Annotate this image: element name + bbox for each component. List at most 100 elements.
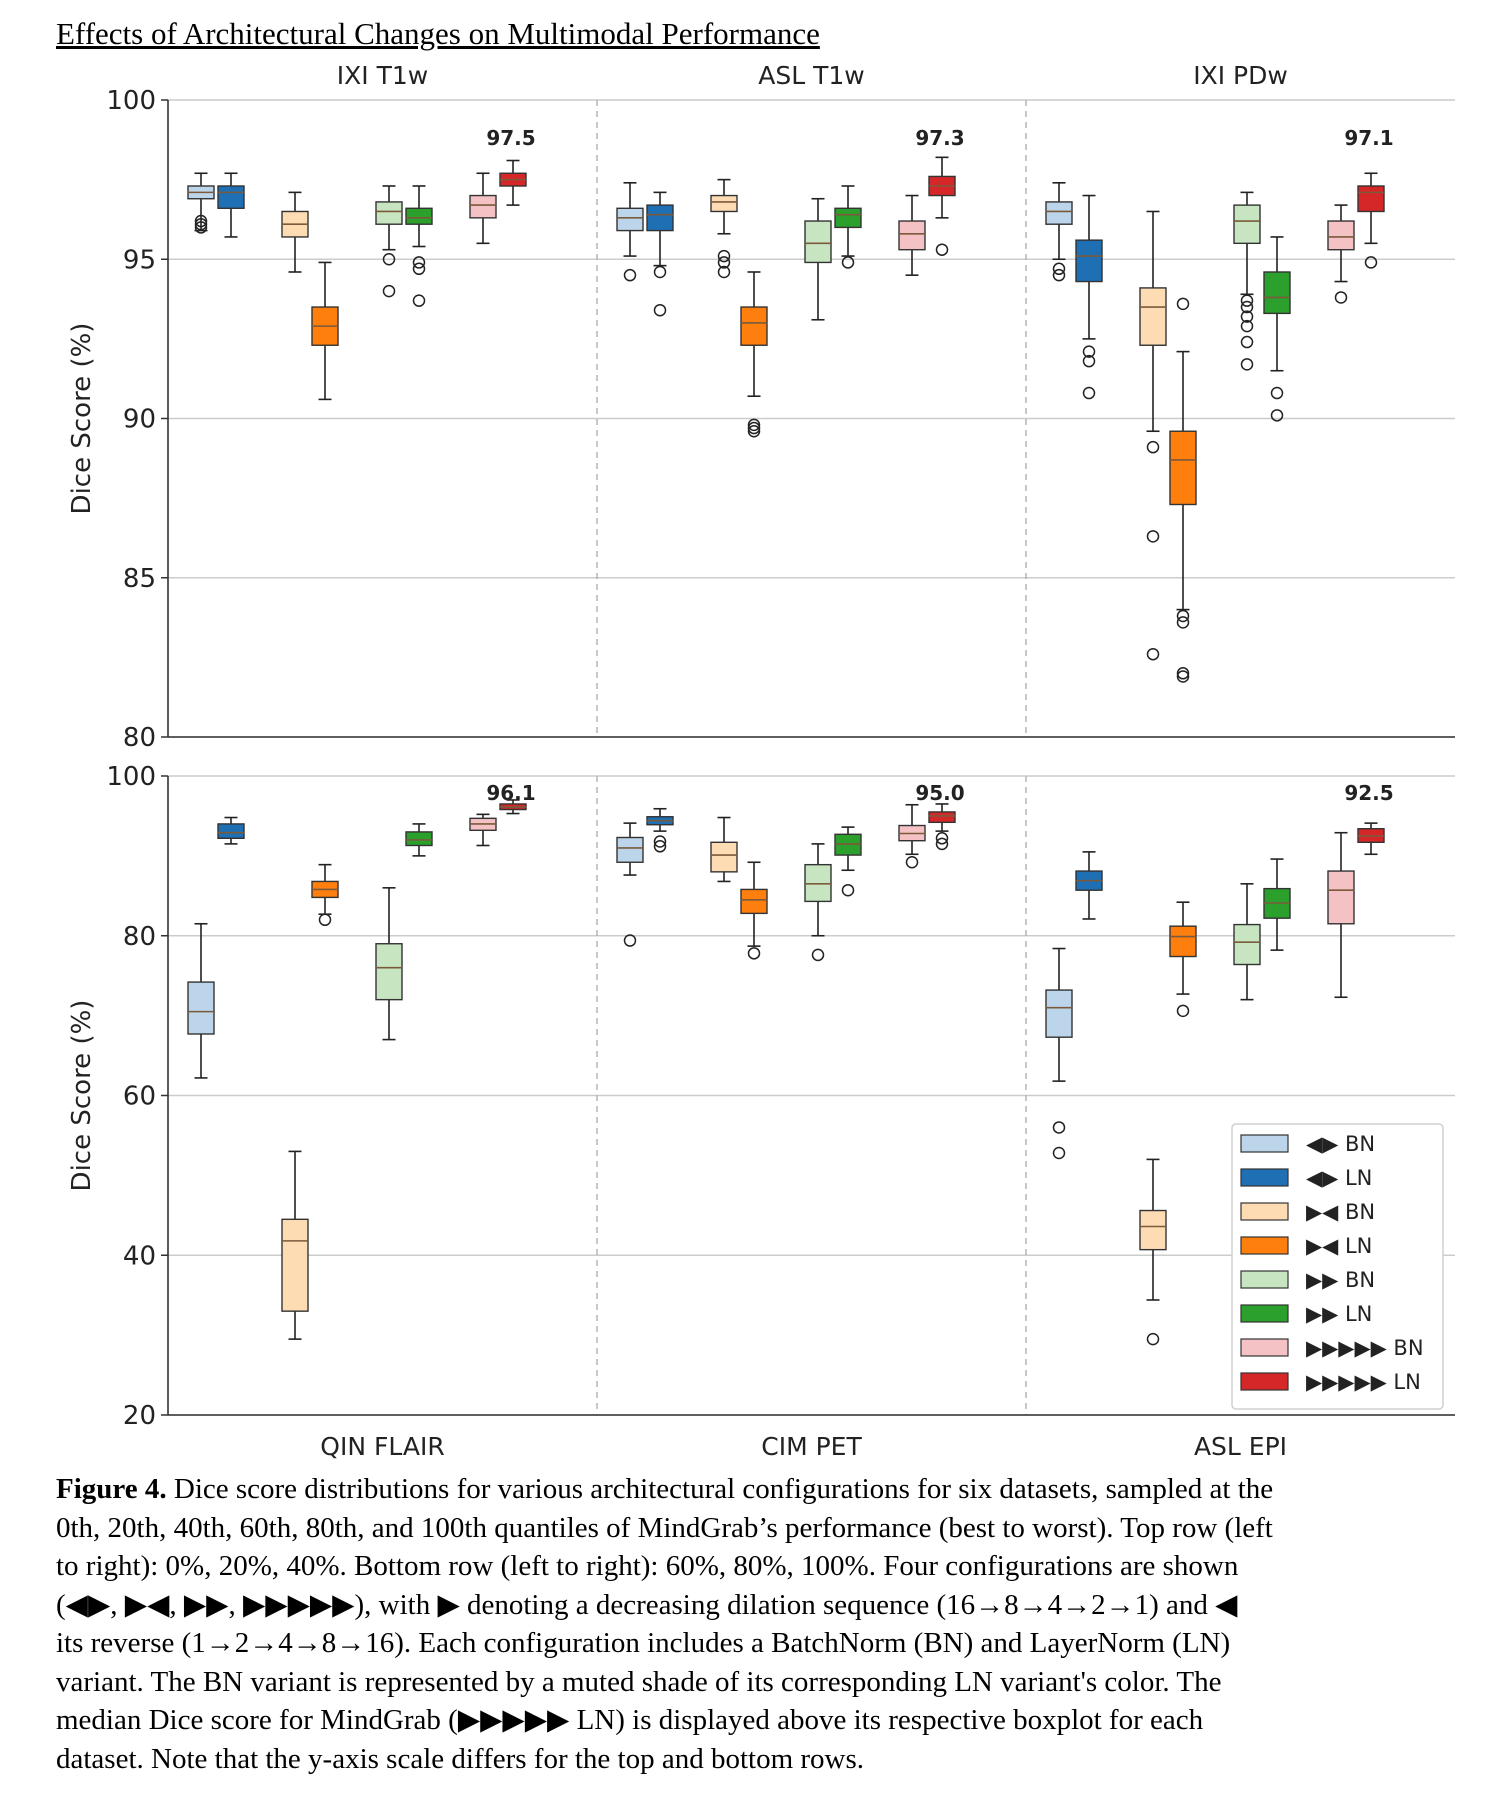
box-bn-box [1327,220,1355,251]
outlier-point [653,835,667,848]
outlier-point [1176,667,1190,680]
outlier-point [1146,1332,1160,1346]
y-tick-label: 80 [123,922,156,952]
legend-swatch [1240,1338,1289,1357]
outlier-point [1052,262,1066,276]
outlier-point [717,265,731,279]
outlier-point [653,303,667,317]
legend-swatch [1240,1270,1289,1289]
box-ln-box [740,888,768,915]
median-annotation: 97.1 [1344,126,1393,150]
legend-box [1231,1123,1444,1410]
dataset-title: ASL T1w [758,61,864,90]
outlier-point [382,284,396,298]
median-annotation: 96.1 [486,781,535,805]
outlier-point [717,256,731,269]
outlier-point [935,832,949,845]
box-bn-box [616,207,644,232]
outlier-point [747,418,761,432]
box-bn-box [375,201,403,225]
legend-label: ▶▶ LN [1306,1302,1372,1326]
box-ln-box [1169,430,1197,506]
box-bn-box [1139,287,1167,346]
outlier-point [1082,345,1096,358]
outlier-point [1176,616,1190,629]
outlier-point [194,221,208,234]
box-ln-box [646,204,674,232]
outlier-point [194,214,208,228]
outlier-point [318,913,332,927]
box-bn-box [187,981,215,1035]
box-ln-box [1169,925,1197,958]
caption-text: Dice score distributions for various arc… [166,1473,1274,1505]
y-tick-label: 90 [123,405,156,435]
box-bn-box [1045,989,1073,1038]
box-bn-box [616,836,644,863]
y-tick-label: 80 [123,723,156,753]
outlier-point [811,948,825,962]
box-ln-box [217,823,245,840]
outlier-point [1082,386,1096,400]
box-bn-box [1327,870,1355,925]
box-bn-box [375,943,403,1001]
outlier-point [1146,440,1160,454]
box-bn-box [898,220,926,251]
box-bn-box [710,194,738,213]
box-ln-box [405,831,433,847]
outlier-point [194,217,208,231]
outlier-point [841,883,855,897]
outlier-point [747,947,761,960]
caption-line: to right): 0%, 20%, 40%. Bottom row (lef… [56,1550,1239,1582]
y-tick-label: 40 [123,1241,156,1271]
outlier-point [623,934,637,947]
box-ln-box [1075,239,1103,283]
outlier-point [1240,335,1254,349]
outlier-point [1146,530,1160,543]
outlier-point [841,256,855,269]
outlier-point [382,253,396,266]
outlier-point [1176,609,1190,623]
legend-label: ▶▶▶▶▶ BN [1306,1336,1424,1360]
outlier-point [1240,310,1254,323]
y-tick-label: 60 [123,1082,156,1112]
outlier-point [1240,358,1254,371]
legend-label: ▶◀ BN [1306,1200,1375,1224]
outlier-point [1176,670,1190,683]
box-bn-box [1233,204,1261,245]
figure-title: Effects of Architectural Changes on Mult… [56,16,820,51]
outlier-point [1146,647,1160,661]
box-bn-box [1045,201,1073,225]
outlier-point [412,262,426,276]
dataset-title: IXI PDw [1193,61,1288,90]
outlier-point [1052,1146,1066,1160]
box-bn-box [1233,923,1261,966]
legend-swatch [1240,1304,1289,1323]
legend-label: ▶▶ BN [1306,1268,1375,1292]
y-tick-label: 85 [123,564,156,594]
legend-swatch [1240,1236,1289,1255]
outlier-point [412,294,426,307]
outlier-point [747,421,761,435]
legend-swatch [1240,1168,1289,1187]
y-tick-label: 100 [106,86,156,116]
median-annotation: 95.0 [915,781,964,805]
caption-line: median Dice score for MindGrab (▶▶▶▶▶ LN… [56,1704,1204,1736]
box-ln-box [1357,185,1385,213]
outlier-point [1240,300,1254,314]
y-axis-label: Dice Score (%) [67,323,97,515]
figure-caption: Figure 4. Dice score distributions for v… [56,1470,1456,1778]
y-tick-label: 100 [106,762,156,792]
outlier-point [1364,256,1378,269]
box-ln-box [217,185,245,209]
caption-line: variant. The BN variant is represented b… [56,1665,1222,1698]
median-annotation: 92.5 [1344,781,1393,805]
caption-line: dataset. Note that the y-axis scale diff… [56,1742,865,1775]
box-bn-box [469,194,497,219]
legend-swatch [1240,1134,1289,1153]
outlier-point [935,243,949,256]
legend-label: ▶◀ LN [1306,1234,1372,1258]
outlier-point [623,268,637,282]
dataset-title: IXI T1w [337,61,428,90]
outlier-point [1052,1121,1066,1134]
outlier-point [747,424,761,438]
